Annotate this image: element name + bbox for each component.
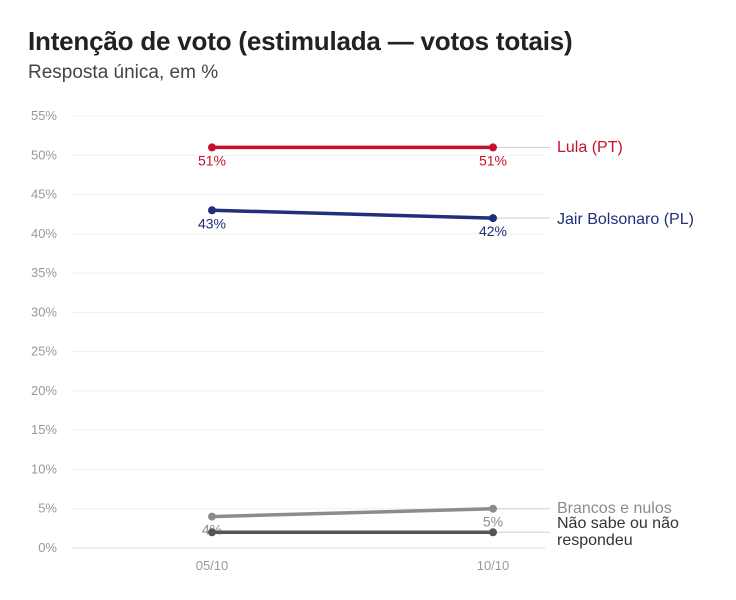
- chart-subtitle: Resposta única, em %: [28, 62, 219, 83]
- data-label: 42%: [479, 223, 507, 239]
- y-tick-label: 30%: [31, 304, 57, 319]
- y-tick-label: 10%: [31, 461, 57, 476]
- data-label: 51%: [198, 152, 226, 168]
- y-tick-label: 55%: [31, 108, 57, 123]
- data-label: 43%: [198, 215, 226, 231]
- data-point: [208, 512, 216, 521]
- y-tick-label: 20%: [31, 383, 57, 398]
- series-label: Jair Bolsonaro (PL): [557, 211, 694, 228]
- y-tick-label: 45%: [31, 187, 57, 202]
- data-point: [489, 143, 497, 152]
- series-line: [211, 208, 494, 220]
- y-tick-label: 35%: [31, 265, 57, 280]
- data-label: 51%: [479, 152, 507, 168]
- data-point: [489, 528, 497, 537]
- series-label: Lula (PT): [557, 139, 623, 156]
- series-line: [211, 506, 494, 519]
- y-tick-label: 15%: [31, 422, 57, 437]
- data-point: [489, 214, 497, 223]
- chart-title: Intenção de voto (estimulada — votos tot…: [28, 26, 573, 56]
- data-point: [489, 504, 497, 513]
- y-tick-label: 25%: [31, 344, 57, 359]
- data-label: 5%: [483, 514, 503, 530]
- data-point: [208, 206, 216, 215]
- y-tick-label: 40%: [31, 226, 57, 241]
- x-tick-label: 05/10: [196, 558, 229, 573]
- y-tick-label: 5%: [38, 501, 57, 516]
- y-tick-label: 0%: [38, 540, 57, 555]
- series-label: Não sabe ou não: [557, 515, 679, 532]
- y-tick-label: 50%: [31, 147, 57, 162]
- series-label: Brancos e nulos: [557, 500, 672, 517]
- series-label: respondeu: [557, 532, 633, 549]
- x-tick-label: 10/10: [477, 558, 510, 573]
- data-point: [208, 143, 216, 152]
- data-point: [208, 528, 216, 537]
